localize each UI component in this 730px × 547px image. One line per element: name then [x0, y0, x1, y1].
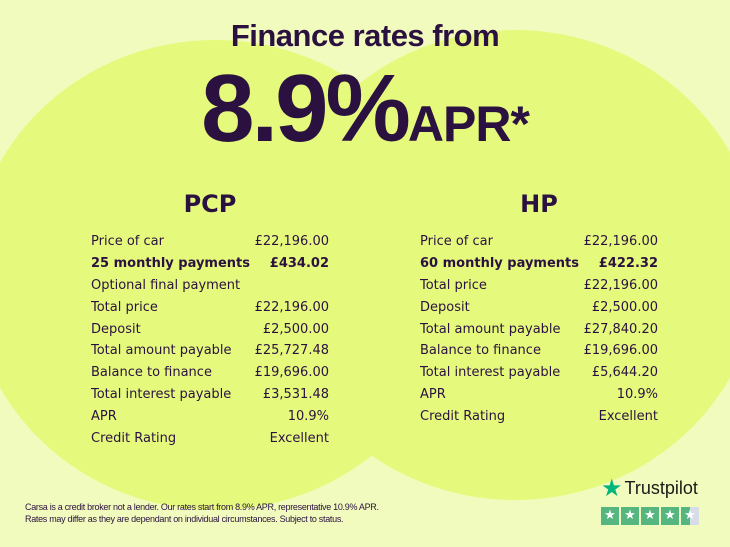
row-label: APR: [91, 409, 117, 425]
hp-heading: HP: [520, 190, 558, 218]
row-value: £422.32: [598, 255, 658, 271]
row-label: Price of car: [91, 234, 164, 249]
table-row: Balance to finance £19,696.00: [420, 340, 658, 362]
pcp-panel: PCP Price of car £22,196.00 25 monthly pay…: [91, 190, 329, 450]
table-row: Credit Rating Excellent: [91, 428, 329, 450]
star-icon: ★: [601, 475, 623, 502]
disclaimer: Carsa is a credit broker not a lender. O…: [25, 501, 379, 525]
row-value: £22,196.00: [254, 234, 329, 249]
hp-panel: HP Price of car £22,196.00 60 monthly paym…: [420, 190, 658, 428]
row-value: £19,696.00: [254, 365, 329, 381]
row-value: Excellent: [269, 431, 329, 447]
row-value: £27,840.20: [583, 321, 658, 337]
row-label: Total amount payable: [91, 343, 232, 359]
table-row: 25 monthly payments £434.02: [91, 253, 329, 275]
row-label: Deposit: [91, 321, 141, 337]
row-label: Total interest payable: [91, 387, 232, 403]
table-row: Total amount payable £27,840.20: [420, 319, 658, 341]
table-row: Total price £22,196.00: [91, 297, 329, 319]
table-row: Deposit £2,500.00: [420, 297, 658, 319]
row-label: APR: [420, 387, 446, 403]
row-value: £2,500.00: [262, 321, 329, 337]
table-row: 60 monthly payments £422.32: [420, 253, 658, 275]
headline: Finance rates from: [230, 18, 500, 53]
table-row: Optional final payment: [91, 275, 329, 297]
decorative-circle-right: [270, 30, 730, 500]
table-row: APR 10.9%: [420, 384, 658, 406]
row-label: Total price: [91, 299, 158, 315]
row-label: Balance to finance: [420, 343, 541, 359]
table-row: Total interest payable £3,531.48: [91, 384, 329, 406]
table-row: Total amount payable £25,727.48: [91, 340, 329, 362]
rate-value: 8.9%: [201, 55, 411, 162]
row-label: Price of car: [420, 234, 493, 249]
star-icon: ★: [641, 507, 659, 525]
row-value: £19,696.00: [583, 343, 658, 359]
row-value: £22,196.00: [583, 234, 658, 249]
table-row: Balance to finance £19,696.00: [91, 362, 329, 384]
row-label: 25 monthly payments: [91, 255, 250, 271]
row-value: £22,196.00: [254, 299, 329, 315]
table-row: Price of car £22,196.00: [91, 231, 329, 253]
row-value: £434.02: [269, 255, 329, 271]
row-label: Optional final payment: [91, 277, 241, 293]
disclaimer-line-2: Rates may differ as they are dependant o…: [25, 514, 344, 524]
star-icon: ★: [601, 507, 619, 525]
half-star-icon: ★: [681, 507, 699, 525]
row-value: £3,531.48: [262, 387, 329, 403]
rate-suffix: APR*: [407, 96, 530, 152]
pcp-heading: PCP: [183, 190, 237, 218]
row-value: £22,196.00: [583, 277, 658, 293]
table-row: Total price £22,196.00: [420, 275, 658, 297]
row-label: Total price: [420, 277, 487, 293]
trustpilot-name: Trustpilot: [624, 478, 698, 498]
row-label: Total amount payable: [420, 321, 561, 337]
row-label: Credit Rating: [420, 409, 506, 425]
table-row: Total interest payable £5,644.20: [420, 362, 658, 384]
trustpilot-badge[interactable]: ★ Trustpilot ★ ★ ★ ★ ★: [601, 474, 699, 525]
row-label: 60 monthly payments: [420, 255, 579, 271]
star-icon: ★: [661, 507, 679, 525]
table-row: Price of car £22,196.00: [420, 231, 658, 253]
table-row: APR 10.9%: [91, 406, 329, 428]
row-label: Total interest payable: [420, 365, 561, 381]
row-label: Balance to finance: [91, 365, 212, 381]
row-label: Credit Rating: [91, 431, 177, 447]
row-value: 10.9%: [287, 409, 329, 425]
trustpilot-rating: ★ ★ ★ ★ ★: [601, 507, 699, 525]
row-label: Deposit: [420, 299, 470, 315]
star-icon: ★: [621, 507, 639, 525]
row-value: £25,727.48: [254, 343, 329, 359]
table-row: Deposit £2,500.00: [91, 319, 329, 341]
row-value: Excellent: [598, 409, 658, 425]
row-value: 10.9%: [616, 387, 658, 403]
table-row: Credit Rating Excellent: [420, 406, 658, 428]
row-value: £2,500.00: [591, 299, 658, 315]
row-value: £5,644.20: [591, 365, 658, 381]
rate-display: 8.9%APR*: [0, 54, 730, 164]
disclaimer-line-1: Carsa is a credit broker not a lender. O…: [25, 502, 379, 512]
